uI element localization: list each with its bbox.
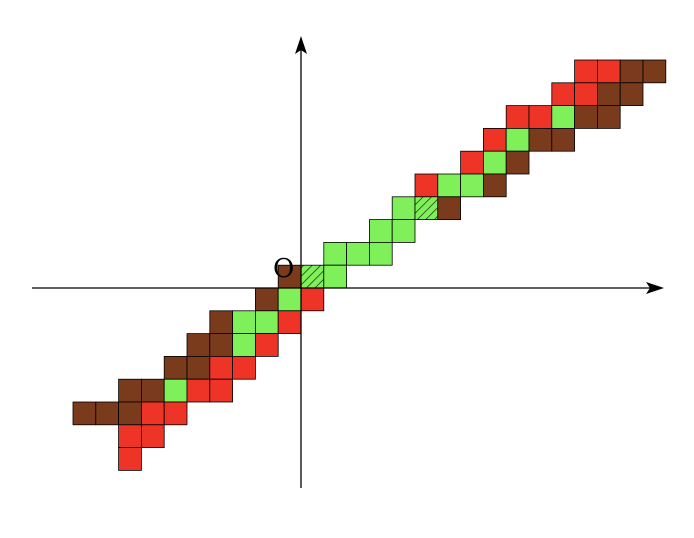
cell-brown xyxy=(209,333,234,357)
cell-red xyxy=(118,447,142,471)
cell-brown xyxy=(619,82,644,107)
cells-layer xyxy=(72,59,667,471)
cell-green xyxy=(323,241,347,266)
cell-red xyxy=(118,424,142,448)
cell-red xyxy=(140,424,165,448)
cell-green xyxy=(437,173,461,198)
cell-brown xyxy=(163,355,188,380)
cell-brown xyxy=(437,196,461,221)
cell-green xyxy=(254,310,279,334)
cell-red xyxy=(163,401,188,426)
cell-brown xyxy=(574,105,598,129)
cell-red xyxy=(528,105,553,129)
cell-red xyxy=(209,355,234,380)
cell-red xyxy=(460,150,484,175)
cell-green xyxy=(232,333,256,357)
cell-red xyxy=(277,310,302,334)
cell-brown xyxy=(254,287,279,312)
cell-brown xyxy=(118,378,142,403)
cell-green xyxy=(551,105,575,129)
cell-green xyxy=(368,219,393,243)
cell-brown xyxy=(597,82,621,107)
cell-red xyxy=(254,333,279,357)
origin-label: O xyxy=(273,254,294,284)
cell-red xyxy=(209,378,234,403)
cell-red xyxy=(300,287,325,312)
cell-green xyxy=(277,287,302,312)
cell-red xyxy=(140,401,165,426)
cell-green xyxy=(323,264,347,289)
x-axis-arrowhead xyxy=(646,282,664,294)
cell-green xyxy=(163,378,188,403)
cell-brown xyxy=(642,59,667,84)
cell-green xyxy=(368,241,393,266)
cell-red xyxy=(186,378,211,403)
cell-green xyxy=(346,241,370,266)
cell-red xyxy=(414,173,439,198)
cell-brown xyxy=(619,59,644,84)
cell-green xyxy=(391,196,416,221)
cell-brown xyxy=(551,127,575,152)
cell-brown xyxy=(186,333,211,357)
cell-brown xyxy=(186,355,211,380)
cell-brown xyxy=(505,150,530,175)
cell-red xyxy=(574,82,598,107)
cell-green xyxy=(391,219,416,243)
cell-brown xyxy=(118,401,142,426)
axes xyxy=(32,36,664,488)
cell-red xyxy=(505,105,530,129)
cell-brown xyxy=(528,127,553,152)
cell-red xyxy=(574,59,598,84)
cell-brown xyxy=(140,378,165,403)
cell-red xyxy=(232,355,256,380)
cell-brown xyxy=(597,105,621,129)
cell-brown xyxy=(209,310,234,334)
cell-red xyxy=(597,59,621,84)
cell-green xyxy=(460,173,484,198)
cell-green xyxy=(482,150,507,175)
cell-brown xyxy=(72,401,97,426)
y-axis-arrowhead xyxy=(295,36,307,54)
cell-brown xyxy=(482,173,507,198)
cell-red xyxy=(551,82,575,107)
cell-green xyxy=(505,127,530,152)
cell-brown xyxy=(95,401,120,426)
cell-hatch xyxy=(414,196,439,221)
cell-red xyxy=(482,127,507,152)
cell-hatch xyxy=(300,264,325,289)
cell-green xyxy=(232,310,256,334)
